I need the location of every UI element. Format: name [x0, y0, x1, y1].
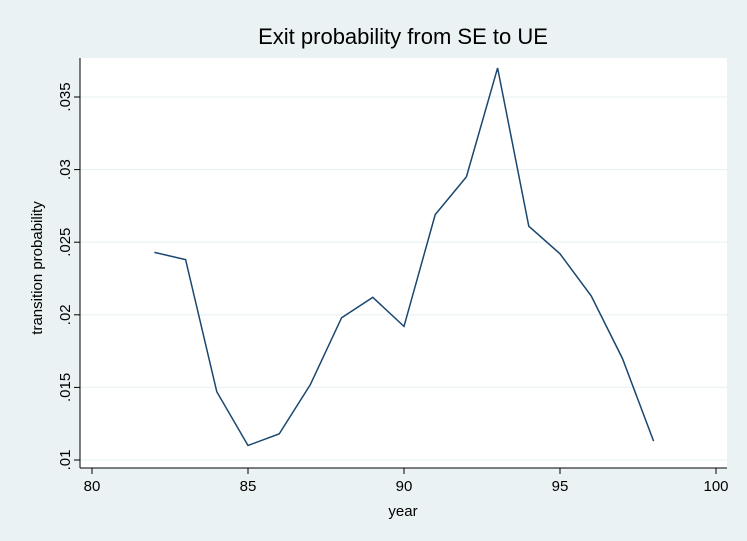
- x-tick-label: 90: [396, 478, 413, 495]
- x-tick-label: 95: [552, 478, 569, 495]
- y-tick-label: .035: [57, 82, 74, 111]
- x-tick-label: 100: [703, 478, 728, 495]
- y-tick-label: .025: [57, 228, 74, 257]
- y-tick-label: .03: [57, 159, 74, 180]
- x-tick-label: 85: [240, 478, 257, 495]
- plot-area: [80, 58, 727, 468]
- y-tick-label: .02: [57, 304, 74, 325]
- y-axis-label: transition probability: [29, 201, 46, 335]
- data-line: [154, 67, 655, 447]
- y-tick-label: .01: [57, 450, 74, 471]
- chart-title: Exit probability from SE to UE: [258, 24, 548, 49]
- x-tick-label: 80: [84, 478, 101, 495]
- x-axis-label: year: [388, 503, 417, 520]
- y-tick-label: .015: [57, 373, 74, 402]
